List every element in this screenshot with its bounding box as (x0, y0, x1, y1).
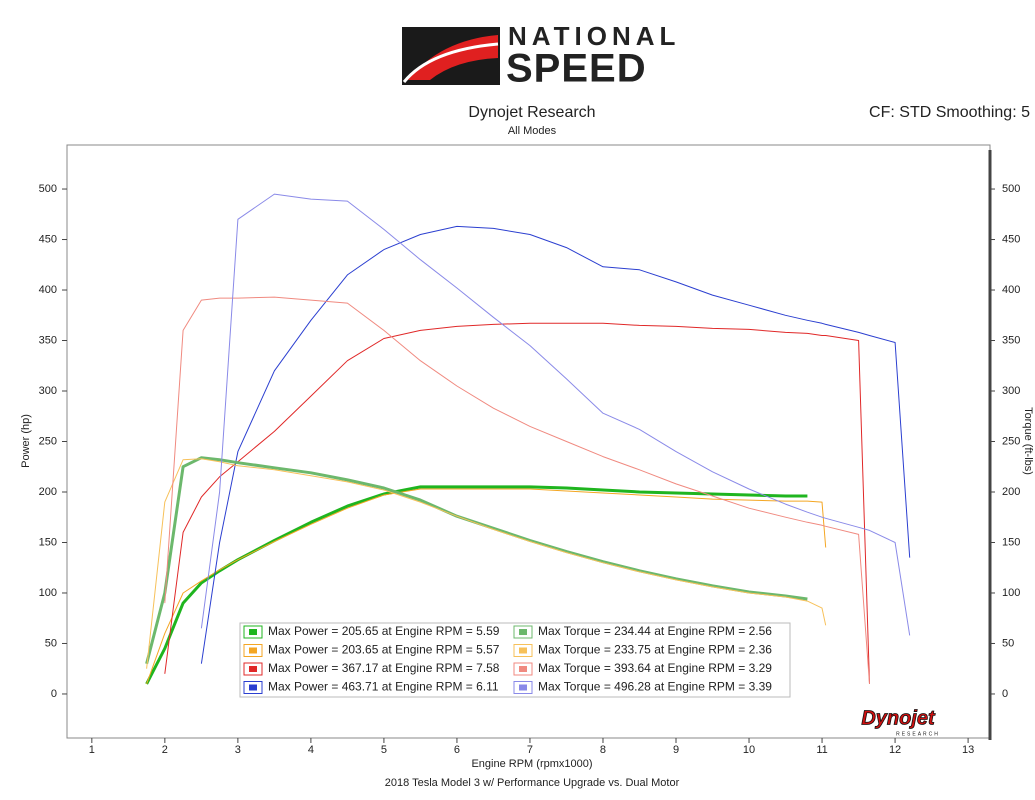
legend: Max Power = 205.65 at Engine RPM = 5.59 M… (239, 622, 791, 698)
y-tick-label: 500 (39, 183, 57, 195)
series-line (145, 485, 808, 685)
y-tick-label: 50 (45, 637, 57, 649)
y2-tick-label: 400 (1002, 284, 1020, 296)
logo: NATIONAL SPEED (402, 21, 680, 91)
y2-tick-label: 250 (1002, 435, 1020, 447)
footer: 2018 Tesla Model 3 w/ Performance Upgrad… (385, 777, 680, 789)
y-tick-label: 300 (39, 385, 57, 397)
y-tick-label: 250 (39, 435, 57, 447)
series-line (146, 488, 827, 685)
y-tick-label: 450 (39, 233, 57, 245)
y2-tick-label: 300 (1002, 385, 1020, 397)
x-tick-label: 2 (162, 744, 168, 756)
legend-swatch-fill (249, 629, 257, 635)
brand-sub: RESEARCH (896, 731, 940, 737)
logo-line1: NATIONAL (508, 21, 680, 51)
y-tick-label: 200 (39, 486, 57, 498)
legend-label: Max Power = 205.65 at Engine RPM = 5.59 (268, 624, 500, 638)
legend-swatch-fill (249, 684, 257, 691)
y-tick-label: 150 (39, 536, 57, 548)
series-line (146, 458, 827, 669)
legend-swatch-fill (519, 684, 527, 691)
y-axis-label: Power (hp) (20, 414, 32, 468)
x-tick-label: 3 (235, 744, 241, 756)
x-tick-label: 12 (889, 744, 901, 756)
series-line (164, 296, 870, 684)
x-tick-label: 10 (743, 744, 755, 756)
y2-tick-label: 150 (1002, 536, 1020, 548)
legend-swatch-fill (249, 647, 257, 654)
corner-note: CF: STD Smoothing: 5 (869, 104, 1030, 121)
y-tick-label: 100 (39, 587, 57, 599)
y2-tick-label: 200 (1002, 486, 1020, 498)
series-line (200, 225, 911, 664)
legend-label: Max Power = 463.71 at Engine RPM = 6.11 (268, 680, 499, 694)
logo-line2: SPEED (506, 47, 647, 91)
series-line (145, 456, 808, 665)
brand: Dynojet RESEARCH (861, 707, 940, 737)
legend-swatch-fill (519, 647, 527, 654)
x-tick-label: 9 (673, 744, 679, 756)
series-line (200, 193, 911, 636)
x-tick-label: 1 (89, 744, 95, 756)
logo-stripe (402, 42, 499, 83)
x-tick-label: 11 (816, 744, 827, 756)
y2-tick-label: 100 (1002, 587, 1020, 599)
legend-swatch-fill (519, 666, 527, 672)
legend-swatch-fill (249, 666, 257, 672)
y2-tick-label: 350 (1002, 334, 1020, 346)
x-tick-label: 4 (308, 744, 314, 756)
x-tick-label: 7 (527, 744, 533, 756)
y2-tick-label: 450 (1002, 233, 1020, 245)
y2-tick-label: 0 (1002, 688, 1008, 700)
y-tick-label: 400 (39, 284, 57, 296)
x-tick-label: 5 (381, 744, 387, 756)
legend-label: Max Torque = 496.28 at Engine RPM = 3.39 (538, 680, 772, 694)
y2-axis-label: Torque (ft-lbs) (1022, 407, 1034, 475)
legend-label: Max Power = 203.65 at Engine RPM = 5.57 (268, 643, 500, 657)
y2-tick-label: 500 (1002, 183, 1020, 195)
x-tick-label: 13 (962, 744, 974, 756)
y2-tick-label: 50 (1002, 637, 1014, 649)
x-tick-label: 8 (600, 744, 606, 756)
x-axis-label: Engine RPM (rpmx1000) (471, 758, 592, 770)
x-tick-label: 6 (454, 744, 460, 756)
chart-title: Dynojet Research (468, 104, 595, 121)
legend-label: Max Torque = 233.75 at Engine RPM = 2.36 (538, 643, 772, 657)
chart-subtitle: All Modes (508, 125, 557, 137)
legend-swatch-fill (519, 629, 527, 635)
legend-label: Max Torque = 393.64 at Engine RPM = 3.29 (538, 661, 772, 675)
y-tick-label: 0 (51, 688, 57, 700)
legend-label: Max Torque = 234.44 at Engine RPM = 2.56 (538, 624, 772, 638)
legend-label: Max Power = 367.17 at Engine RPM = 7.58 (268, 661, 500, 675)
y-tick-label: 350 (39, 334, 57, 346)
brand-name: Dynojet (861, 707, 936, 729)
